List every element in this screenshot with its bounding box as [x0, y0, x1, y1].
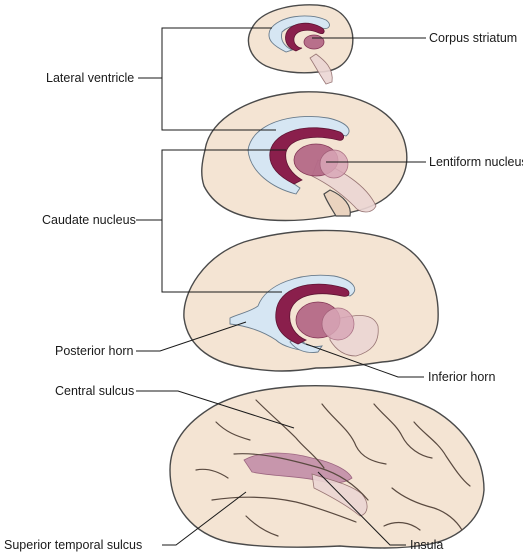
- label-posterior-horn: Posterior horn: [55, 344, 134, 358]
- gyrus-line-c: [413, 421, 471, 487]
- leader-posterior-horn: [136, 321, 247, 352]
- central-sulcus-line: [255, 399, 325, 469]
- labels: Corpus striatum Lateral ventricle Lentif…: [4, 31, 523, 552]
- brain-stage-3-caudate: [275, 283, 350, 345]
- label-corpus-striatum: Corpus striatum: [429, 31, 517, 45]
- leader-caudate-nucleus: [161, 149, 286, 293]
- brain-stage-2-stem-lobe: [323, 189, 351, 217]
- label-superior-temporal-sulcus: Superior temporal sulcus: [4, 538, 142, 552]
- brain-stage-1-outline: [247, 4, 354, 74]
- brain-stage-1: [247, 4, 354, 85]
- brain-stage-1-stem: [309, 53, 333, 85]
- label-lentiform-nucleus: Lentiform nucleus: [429, 155, 523, 169]
- leader-lines: [136, 27, 426, 546]
- leader-inferior-horn: [305, 343, 424, 378]
- gyrus-line-f: [391, 487, 463, 531]
- label-lateral-ventricle: Lateral ventricle: [46, 71, 134, 85]
- gyrus-line-a: [321, 403, 387, 465]
- superior-temporal-sulcus-line: [211, 496, 357, 523]
- brain-stage-1-lentiform: [303, 34, 325, 50]
- gyrus-line-e: [195, 468, 229, 479]
- gyrus-line-b: [373, 403, 433, 459]
- gyrus-line-h: [245, 515, 279, 537]
- brain-stage-3: [183, 229, 439, 372]
- leader-insula: [317, 471, 406, 546]
- brain-stage-2: [201, 91, 408, 222]
- brain-stage-4-temporal-shade: [311, 473, 368, 517]
- leader-central-sulcus: [136, 390, 295, 429]
- gyrus-line-g: [383, 521, 421, 531]
- brain-stage-1-caudate: [285, 22, 325, 52]
- brain-stage-2-lentiform-lateral: [319, 149, 349, 179]
- insula-region: [243, 452, 353, 484]
- brain-stage-2-caudate: [269, 127, 344, 185]
- brain-stage-3-lentiform-lateral: [321, 307, 355, 341]
- gyrus-line-d: [215, 421, 251, 441]
- label-insula: Insula: [410, 538, 443, 552]
- brain-stage-4: [169, 385, 485, 549]
- label-caudate-nucleus: Caudate nucleus: [42, 213, 136, 227]
- label-inferior-horn: Inferior horn: [428, 370, 495, 384]
- label-central-sulcus: Central sulcus: [55, 384, 134, 398]
- lateral-sulcus-line: [233, 453, 369, 501]
- leader-superior-temporal-sulcus: [162, 491, 247, 546]
- leader-lateral-ventricle: [161, 27, 276, 131]
